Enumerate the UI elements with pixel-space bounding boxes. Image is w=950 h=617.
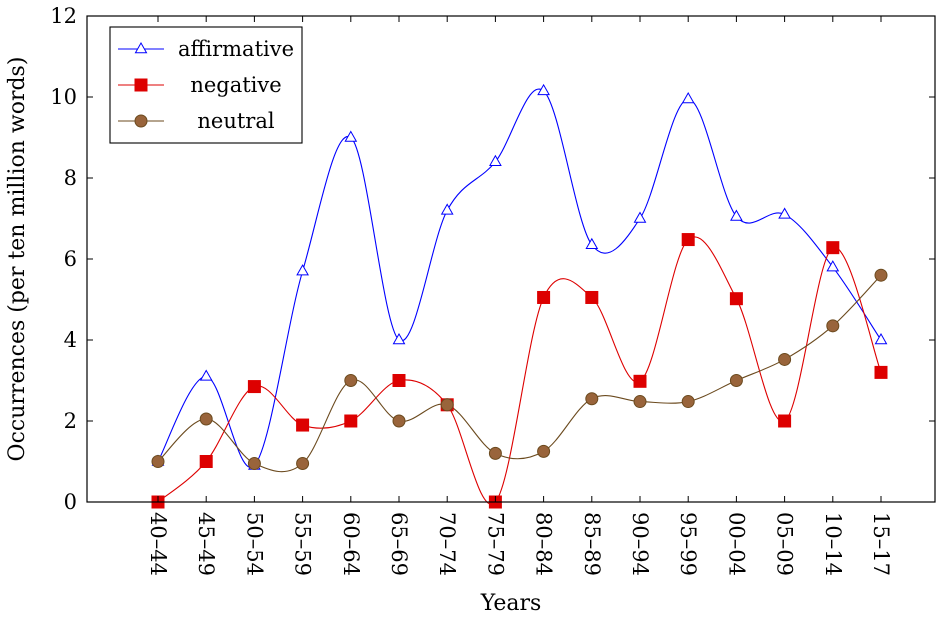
neutral-point [681,395,695,409]
neutral-point [247,457,261,471]
y-tick-label: 6 [64,247,77,271]
affirmative-point [296,264,309,276]
affirmative-point [440,203,454,215]
neutral-point [633,395,647,409]
y-tick-label: 2 [64,409,77,433]
negative-point [826,241,840,255]
affirmative-point [489,154,502,167]
neutral-point [488,446,502,460]
x-tick-label: 55–59 [291,512,315,576]
neutral-point [296,457,310,471]
x-tick-label: 80–84 [532,512,556,576]
neutral-point [537,444,551,458]
negative-point [247,380,261,394]
y-tick-label: 8 [64,166,77,190]
neutral-point [585,392,599,406]
neutral-point [199,412,213,426]
neutral-point [778,352,792,366]
negative-point [778,414,792,428]
x-tick-label: 95–99 [676,512,700,576]
x-tick-label: 00–04 [724,512,748,576]
x-tick-label: 40–44 [146,512,170,576]
negative-line [157,236,882,505]
x-tick-label: 50–54 [242,512,266,576]
affirmative-point [537,83,550,96]
affirmative-point [826,260,840,272]
negative-point [537,290,551,304]
y-tick-label: 0 [64,490,77,514]
neutral-line [157,274,882,473]
legend-affirmative-label: affirmative [178,37,294,61]
legend-affirmative-marker [134,41,148,54]
negative-point [874,365,888,379]
x-tick-label: 10–14 [821,512,845,576]
x-axis-label: Years [480,591,542,616]
neutral-point [729,374,743,387]
affirmative-point [585,237,599,250]
x-tick-label: 70–74 [435,512,459,576]
x-tick-label: 45–49 [194,512,218,576]
neutral-point [344,374,358,387]
neutral-point [151,455,165,468]
negative-point [633,374,647,388]
x-tick-label: 85–89 [580,512,604,576]
affirmative-point [199,369,213,381]
affirmative-point [778,207,791,219]
legend-neutral-marker [134,114,148,128]
x-tick-label: 15–17 [869,512,893,576]
legend-neutral-label: neutral [197,109,274,133]
legend-negative-label: negative [190,73,281,97]
negative-point [199,455,213,468]
affirmative-point [633,211,647,223]
legend-negative-marker [134,78,148,92]
series-lines [157,88,882,505]
neutral-point [440,398,454,412]
affirmative-point [681,92,695,104]
negative-point [344,414,358,428]
neutral-point [826,319,840,333]
affirmative-point [344,130,358,142]
negative-point [585,290,599,304]
y-axis: 0 2 4 6 8 10 12 [50,4,935,514]
negative-point [392,374,406,387]
neutral-point [392,414,406,428]
x-tick-label: 05–09 [773,512,797,576]
x-tick-label: 75–79 [483,512,507,576]
negative-point [729,292,743,306]
x-tick-label: 65–69 [387,512,411,576]
affirmative-point [392,332,406,345]
negative-point [296,418,310,432]
x-tick-label: 60–64 [339,512,363,576]
y-tick-label: 12 [50,4,77,28]
neutral-point [874,268,888,282]
legend: affirmative negative neutral [109,26,303,144]
x-axis: 40–44 45–49 50–54 55–59 60–64 65–69 70–74 75–79… [146,16,893,576]
y-tick-label: 10 [50,85,77,109]
series-markers [151,83,888,509]
negative-point [681,233,695,247]
affirmative-point [874,332,888,345]
y-axis-label: Occurrences (per ten million words) [5,57,30,462]
affirmative-point [730,209,743,221]
y-tick-label: 4 [64,328,77,352]
x-tick-label: 90–94 [628,512,652,576]
